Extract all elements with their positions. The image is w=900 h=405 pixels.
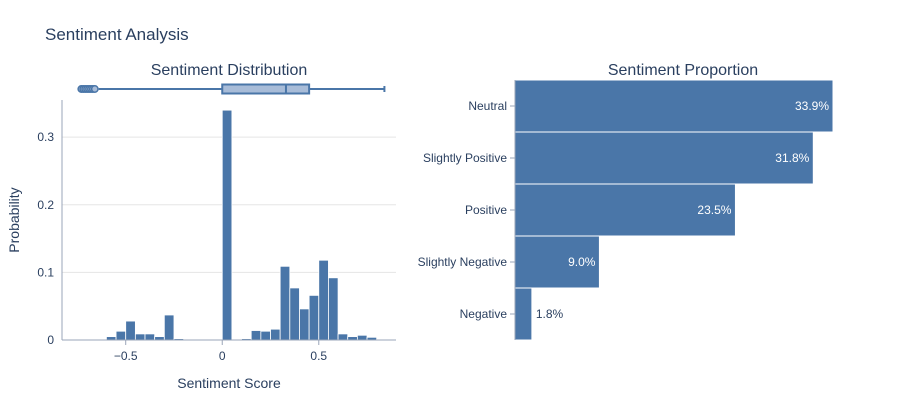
histogram-bar — [260, 330, 271, 341]
histogram-bar — [328, 277, 339, 341]
proportion-value-label: 9.0% — [568, 255, 596, 269]
histogram-x-axis-label: Sentiment Score — [177, 375, 281, 391]
histogram-y-tick-label: 0.3 — [37, 130, 54, 144]
proportion-bar — [514, 287, 533, 341]
page-title: Sentiment Analysis — [45, 25, 189, 44]
histogram-bar — [163, 314, 175, 341]
histogram-bar — [318, 259, 329, 341]
proportion-category-label: Slightly Negative — [418, 255, 508, 269]
proportion-axes: Neutral Slightly Positive Positive Slightly… — [418, 80, 516, 340]
proportion-category-label: Neutral — [468, 99, 507, 113]
proportion-bar — [514, 131, 814, 185]
histogram-bar — [250, 330, 262, 341]
histogram-title: Sentiment Distribution — [151, 62, 308, 79]
histogram-x-tick-label: 0 — [219, 349, 226, 363]
proportion-category-label: Slightly Positive — [423, 151, 507, 165]
histogram-bar — [106, 336, 117, 341]
histogram-x-tick-label: 0.5 — [310, 349, 327, 363]
proportion-chart-title: Sentiment Proportion — [608, 62, 758, 79]
histogram-bar — [134, 333, 146, 341]
histogram-bar — [299, 308, 310, 341]
proportion-category-label: Negative — [460, 307, 508, 321]
histogram-bar — [221, 109, 233, 341]
histogram-bar — [356, 334, 368, 341]
histogram-bars — [96, 109, 387, 341]
sentiment-proportion-chart: Sentiment Proportion 33.9% 31.8% 23.5% 9.0%… — [418, 62, 834, 341]
sentiment-distribution-chart: Sentiment Distribution −0.5 0 0.5 0 0.1 0.2 0.… — [6, 62, 396, 391]
histogram-bar — [337, 333, 349, 341]
histogram-x-tick-label: −0.5 — [114, 349, 138, 363]
proportion-bar — [514, 79, 834, 133]
histogram-y-tick-label: 0.1 — [37, 265, 54, 279]
histogram-y-tick-label: 0.2 — [37, 198, 54, 212]
histogram-bar — [144, 333, 156, 341]
proportion-value-label: 23.5% — [697, 203, 731, 217]
proportion-bar — [514, 183, 736, 237]
histogram-axes: −0.5 0 0.5 0 0.1 0.2 0.3 — [37, 100, 396, 363]
histogram-bar — [115, 330, 127, 341]
histogram-y-axis-label: Probability — [6, 187, 22, 252]
histogram-bar — [347, 336, 358, 341]
sentiment-boxplot — [77, 83, 386, 95]
boxplot-box — [221, 83, 311, 95]
proportion-value-label: 33.9% — [795, 99, 829, 113]
histogram-bar — [270, 328, 281, 341]
boxplot-outlier — [90, 85, 99, 93]
proportion-value-label: 1.8% — [536, 307, 564, 321]
histogram-bar — [279, 265, 291, 341]
histogram-bar — [154, 336, 165, 341]
histogram-bar — [308, 294, 320, 341]
proportion-category-label: Positive — [465, 203, 507, 217]
histogram-bar — [289, 287, 300, 341]
proportion-bars: 33.9% 31.8% 23.5% 9.0% 1.8% — [514, 79, 834, 341]
histogram-bar — [125, 320, 136, 341]
histogram-y-tick-label: 0 — [47, 333, 54, 347]
proportion-value-label: 31.8% — [775, 151, 809, 165]
